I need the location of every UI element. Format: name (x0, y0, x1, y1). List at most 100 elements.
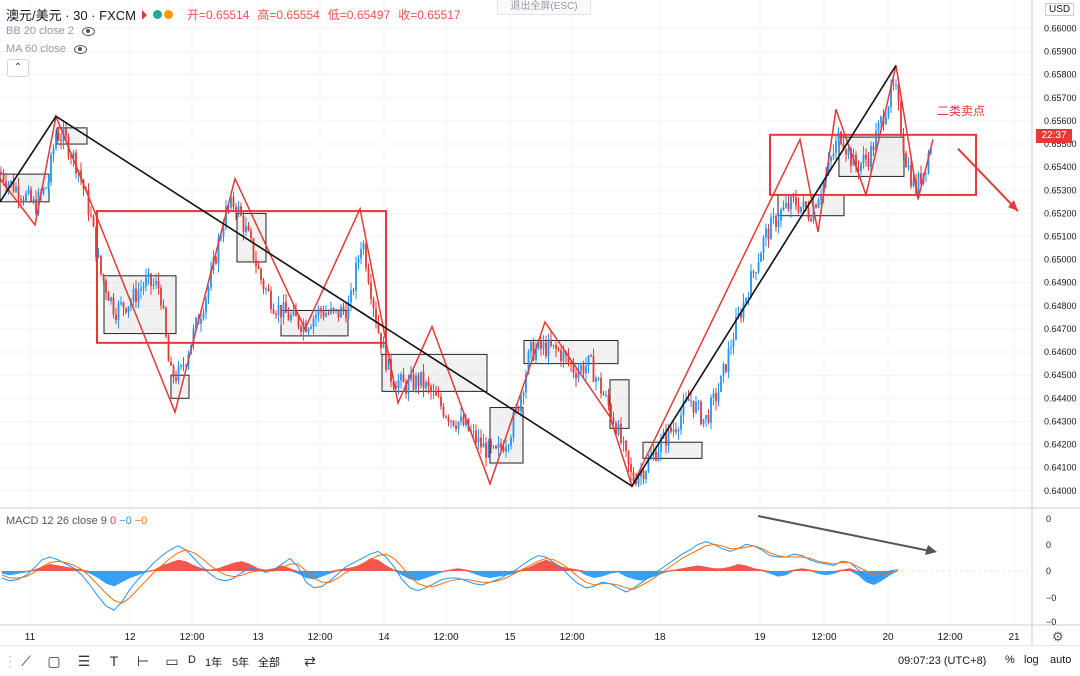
candle-body (135, 288, 137, 302)
candle-body (575, 373, 577, 379)
candle-body (300, 326, 302, 332)
candle-body (112, 297, 115, 315)
indicator-bb[interactable]: BB 20 close 2 (6, 25, 95, 37)
candle-body (735, 317, 737, 340)
candle-body (352, 290, 355, 292)
candle-body (97, 255, 100, 257)
candle-body (75, 152, 77, 174)
candle-body (32, 199, 35, 202)
candle-body (332, 308, 335, 310)
candle-body (692, 400, 695, 413)
drag-handle-icon[interactable]: ⋮ (3, 653, 17, 669)
candle-body (215, 257, 217, 264)
candle-body (457, 421, 460, 429)
flag-icon (142, 9, 148, 20)
macd-line (1, 541, 899, 611)
consolidation-box (280, 309, 349, 337)
candle-body (287, 312, 290, 321)
candle-body (755, 272, 757, 274)
candle-body (757, 261, 760, 273)
macd-hist-positive (2, 558, 898, 571)
exit-fullscreen-hint[interactable]: 退出全屏(ESC) (497, 0, 591, 15)
candle-body (415, 375, 417, 390)
red-zigzag-line (0, 65, 934, 489)
time-tick-label: 21 (1008, 632, 1020, 643)
candle-body (720, 375, 722, 392)
candle-body (525, 373, 527, 393)
candle-body (282, 302, 285, 318)
candle-body (790, 196, 792, 210)
candle-body (407, 379, 410, 394)
candle-body (177, 366, 180, 381)
candle-body (635, 480, 637, 484)
timeframe-all[interactable]: 全部 (258, 657, 280, 669)
rectangle-tool-icon[interactable]: ▢ (47, 653, 61, 669)
settings-gear-icon[interactable]: ⚙ (1052, 629, 1064, 644)
candle-body (220, 236, 222, 239)
candle-body (532, 341, 535, 360)
clock[interactable]: 09:07:23 (UTC+8) (898, 655, 987, 667)
candle-body (725, 364, 727, 372)
eye-icon[interactable] (73, 44, 87, 54)
macd-value-3: −0 (134, 515, 148, 527)
time-axis[interactable]: 11 12 12:00 13 12:00 14 12:00 15 12:00 18 19 12:00 2… (25, 632, 1020, 643)
candle-body (570, 362, 572, 365)
candle-body (657, 451, 660, 461)
note-tool-icon[interactable]: ▭ (165, 653, 179, 669)
candle-body (210, 270, 212, 288)
price-tick-label: 0.65900 (1044, 47, 1077, 57)
macd-legend[interactable]: MACD 12 26 close 9 0 −0 −0 (6, 515, 147, 527)
candle-body (867, 159, 870, 167)
consolidation-box (381, 353, 488, 392)
collapse-legend-button[interactable]: ⌃ (7, 59, 29, 77)
candle-body (167, 336, 170, 362)
fib-tool-icon[interactable]: ☰ (77, 653, 91, 669)
indicator-ma[interactable]: MA 60 close (6, 43, 87, 55)
candle-body (890, 85, 892, 108)
timeframe-d[interactable]: D (188, 654, 196, 666)
price-axis[interactable]: 0.66000 0.65900 0.65800 0.65700 0.65600 0.655… (0, 0, 1080, 645)
macd-tick-label: 0 (1046, 514, 1051, 524)
candle-body (567, 355, 570, 363)
candle-body (655, 451, 657, 461)
candle-body (872, 146, 875, 151)
candle-body (547, 339, 550, 357)
timeframe-1y[interactable]: 1年 (205, 657, 223, 669)
candle-body (120, 302, 122, 304)
currency-label[interactable]: USD (1045, 3, 1075, 16)
candle-body (172, 365, 175, 378)
candle-body (845, 149, 847, 155)
candle-body (425, 381, 427, 388)
candle-body (70, 156, 72, 159)
trendline-tool-icon[interactable]: ⟋ (21, 653, 31, 669)
candle-body (277, 304, 280, 316)
candle-body (485, 442, 487, 458)
candle-body (15, 186, 17, 192)
candle-body (850, 148, 852, 166)
time-tick-label: 14 (378, 632, 390, 643)
candle-body (835, 140, 837, 154)
candle-body (10, 180, 12, 184)
measure-tool-icon[interactable]: ⊢ (136, 653, 150, 669)
candle-body (132, 288, 135, 302)
auto-toggle[interactable]: auto (1050, 654, 1072, 666)
candle-body (617, 423, 620, 435)
eye-icon[interactable] (81, 26, 95, 36)
symbol-title[interactable]: 澳元/美元 · 30 · FXCM (6, 8, 137, 23)
candle-body (930, 148, 932, 153)
text-tool-icon[interactable]: T (109, 653, 119, 669)
percent-toggle[interactable]: % (1005, 654, 1015, 666)
candle-body (817, 200, 820, 208)
date-range-icon[interactable]: ⇄ (304, 653, 316, 669)
candle-body (715, 393, 717, 402)
market-status-icon[interactable] (153, 10, 174, 19)
candle-body (387, 359, 390, 370)
candle-body (90, 214, 92, 216)
candle-body (797, 205, 800, 213)
log-toggle[interactable]: log (1024, 654, 1039, 666)
candle-body (465, 418, 467, 426)
candle-body (625, 440, 627, 451)
candle-body (115, 314, 117, 321)
timeframe-5y[interactable]: 5年 (232, 657, 250, 669)
